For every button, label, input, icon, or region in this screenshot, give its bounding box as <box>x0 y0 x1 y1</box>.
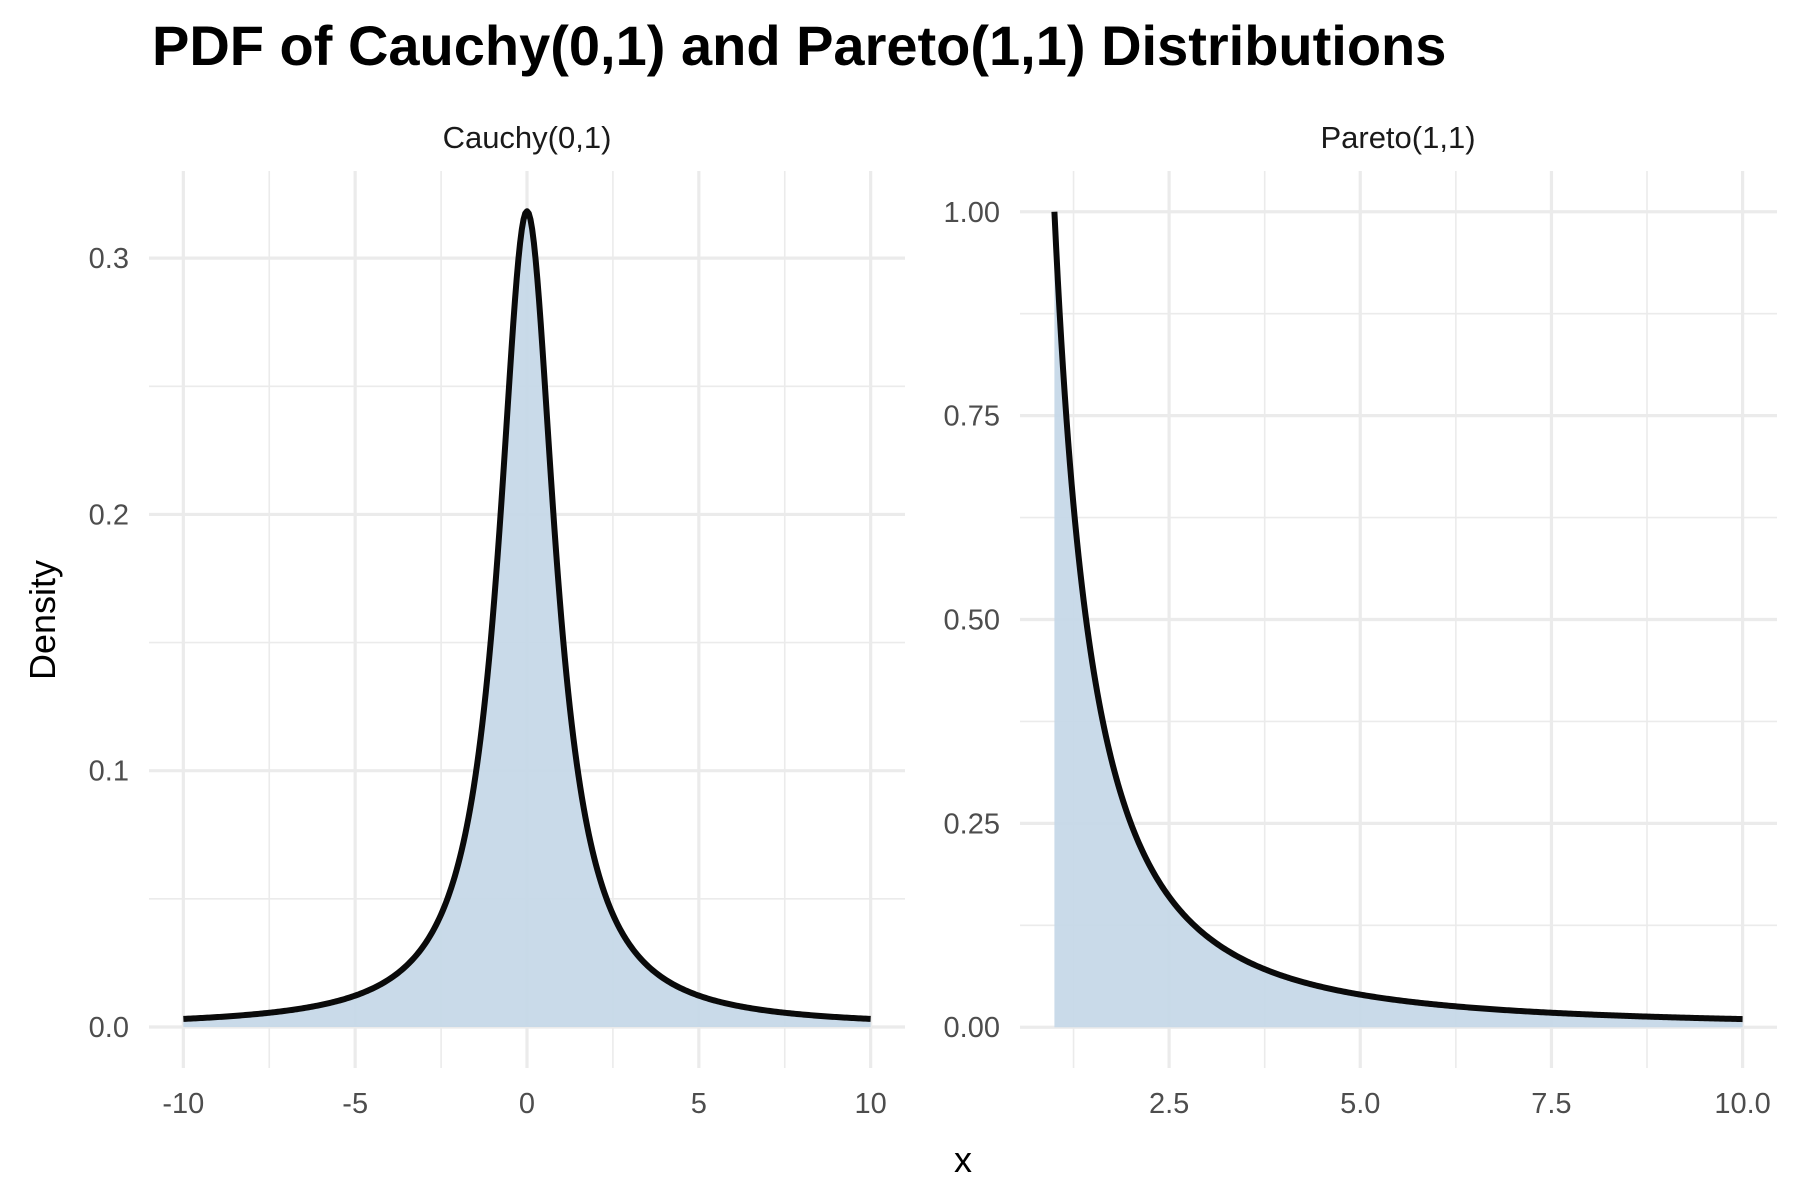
x-tick-labels-pareto: 2.5 5.0 7.5 10.0 <box>1149 1088 1771 1120</box>
x-tick-label: 2.5 <box>1149 1088 1189 1120</box>
y-tick-label: 0.00 <box>944 1012 1000 1044</box>
x-tick-label: 10 <box>855 1088 887 1120</box>
x-tick-label: 5 <box>691 1088 707 1120</box>
x-tick-label: 7.5 <box>1531 1088 1571 1120</box>
y-tick-label: 0.50 <box>944 605 1000 637</box>
x-tick-label: 10.0 <box>1714 1088 1770 1120</box>
y-tick-labels-cauchy: 0.0 0.1 0.2 0.3 <box>89 243 129 1044</box>
panel-pareto: Pareto(1,1) 0.00 0.25 0.50 0.75 1.00 2.5 5.0 7… <box>944 120 1777 1120</box>
y-tick-label: 0.0 <box>89 1012 129 1044</box>
x-axis-title: x <box>954 1139 972 1180</box>
x-tick-label: 0 <box>519 1088 535 1120</box>
cauchy-density-curve <box>182 208 872 1022</box>
y-tick-labels-pareto: 0.00 0.25 0.50 0.75 1.00 <box>944 197 1000 1044</box>
cauchy-density-fill <box>183 211 871 1027</box>
y-tick-label: 0.3 <box>89 243 129 275</box>
strip-label-cauchy: Cauchy(0,1) <box>443 120 612 155</box>
panel-cauchy: Cauchy(0,1) 0.0 0.1 0.2 0.3 -10 -5 0 5 10 <box>89 120 905 1120</box>
x-tick-labels-cauchy: -10 -5 0 5 10 <box>162 1088 886 1120</box>
y-axis-title: Density <box>22 560 63 680</box>
x-tick-label: 5.0 <box>1340 1088 1380 1120</box>
pareto-density-fill <box>1054 211 1743 1028</box>
chart-title: PDF of Cauchy(0,1) and Pareto(1,1) Distr… <box>152 14 1446 77</box>
y-tick-label: 0.75 <box>944 401 1000 433</box>
pareto-density-curve <box>1051 211 1744 1023</box>
y-tick-label: 0.2 <box>89 499 129 531</box>
y-tick-label: 0.1 <box>89 756 129 788</box>
x-tick-label: -5 <box>342 1088 368 1120</box>
x-tick-label: -10 <box>162 1088 204 1120</box>
strip-label-pareto: Pareto(1,1) <box>1320 120 1475 155</box>
y-tick-label: 1.00 <box>944 197 1000 229</box>
y-tick-label: 0.25 <box>944 808 1000 840</box>
